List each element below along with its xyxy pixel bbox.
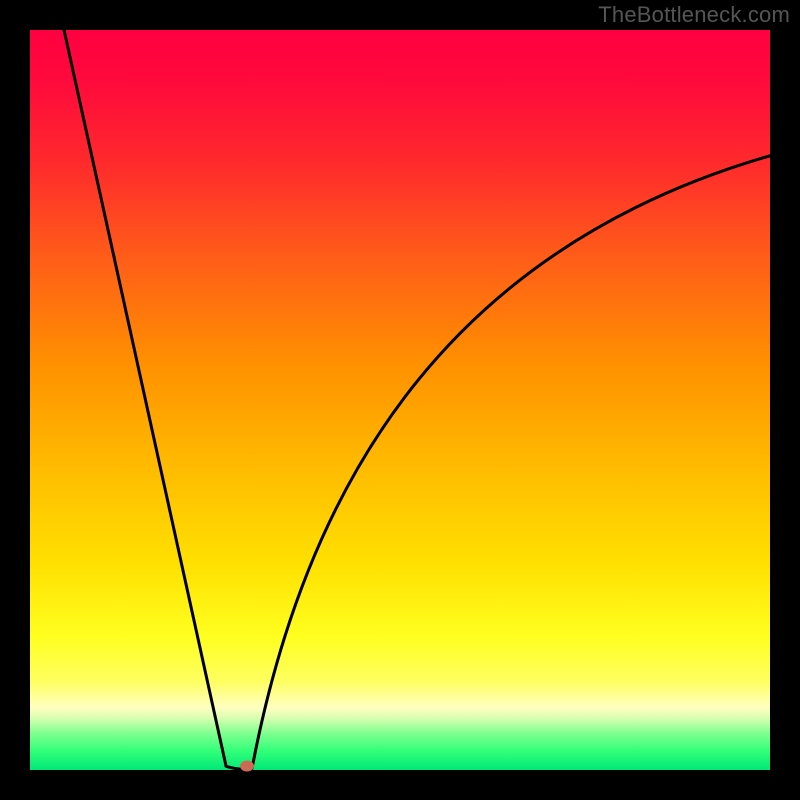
minimum-marker <box>240 761 254 772</box>
bottleneck-curve <box>64 30 770 769</box>
watermark-text: TheBottleneck.com <box>598 2 790 28</box>
curve-layer <box>30 30 770 770</box>
chart-plot-area <box>30 30 770 770</box>
